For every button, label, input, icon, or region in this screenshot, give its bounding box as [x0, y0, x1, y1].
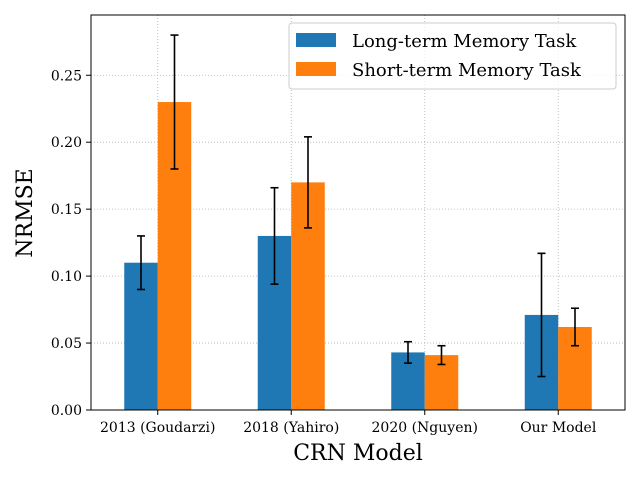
x-tick-label: 2013 (Goudarzi) — [100, 420, 216, 436]
y-axis-title: NRMSE — [13, 168, 38, 257]
legend-label-short-term: Short-term Memory Task — [352, 60, 582, 81]
errors-layer — [137, 34, 579, 378]
y-tick-label: 0.00 — [51, 403, 82, 419]
y-tick-label: 0.20 — [51, 135, 82, 151]
x-tick-label: 2018 (Yahiro) — [243, 420, 339, 436]
y-tick-label: 0.05 — [51, 336, 82, 352]
y-tick-label: 0.10 — [51, 269, 82, 285]
legend-frame — [288, 22, 617, 90]
y-tick-label: 0.25 — [51, 68, 82, 84]
x-tick-label: Our Model — [520, 420, 597, 436]
legend: Long-term Memory Task Short-term Memory … — [288, 22, 617, 90]
x-axis-title: CRN Model — [293, 441, 423, 466]
plot-frame — [90, 14, 626, 411]
legend-label-long-term: Long-term Memory Task — [352, 31, 577, 52]
y-tick-label: 0.15 — [51, 202, 82, 218]
legend-swatch-long-term — [296, 33, 336, 47]
legend-swatch-short-term — [296, 62, 336, 76]
bars-layer — [124, 102, 592, 410]
x-tick-label: 2020 (Nguyen) — [372, 420, 478, 436]
ticks-layer: 0.00 0.05 0.10 0.15 0.20 0.25 2013 (Goudarzi) 2… — [51, 68, 597, 436]
